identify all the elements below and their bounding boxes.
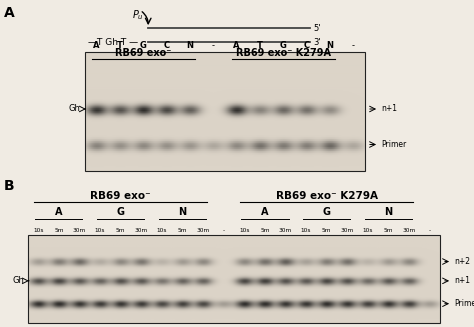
Text: RB69 exo⁻ K279A: RB69 exo⁻ K279A — [236, 48, 331, 58]
Text: RB69 exo⁻: RB69 exo⁻ — [115, 48, 172, 58]
Text: G: G — [280, 41, 287, 50]
Text: n+1: n+1 — [454, 276, 470, 285]
Text: G: G — [323, 207, 331, 217]
Text: A: A — [93, 41, 100, 50]
Text: A: A — [55, 207, 63, 217]
Text: 10s: 10s — [156, 228, 167, 233]
Text: Gh: Gh — [12, 276, 24, 285]
Text: -: - — [212, 41, 215, 50]
Text: T: T — [257, 41, 263, 50]
Text: 30m: 30m — [197, 228, 210, 233]
Text: A: A — [233, 41, 240, 50]
Text: 5m: 5m — [384, 228, 393, 233]
Text: 30m: 30m — [279, 228, 292, 233]
Text: N: N — [327, 41, 334, 50]
Text: 10s: 10s — [33, 228, 44, 233]
Text: T: T — [117, 41, 123, 50]
Text: 30m: 30m — [73, 228, 86, 233]
Text: C: C — [304, 41, 310, 50]
Text: -: - — [428, 228, 431, 233]
Text: -: - — [352, 41, 355, 50]
Text: N: N — [186, 41, 193, 50]
Text: 5m: 5m — [178, 228, 187, 233]
Text: 5m: 5m — [322, 228, 331, 233]
Text: n+1: n+1 — [381, 105, 397, 113]
Text: Primer: Primer — [381, 140, 406, 149]
Text: 3': 3' — [313, 38, 320, 47]
Text: 30m: 30m — [341, 228, 354, 233]
Text: A: A — [261, 207, 269, 217]
Text: N: N — [384, 207, 392, 217]
Text: B: B — [4, 179, 15, 193]
Text: G: G — [140, 41, 147, 50]
Text: A: A — [4, 6, 15, 20]
Text: RB69 exo⁻: RB69 exo⁻ — [91, 191, 151, 201]
Text: 10s: 10s — [239, 228, 249, 233]
Text: 30m: 30m — [402, 228, 416, 233]
Text: G: G — [117, 207, 125, 217]
Text: -: - — [223, 228, 225, 233]
Text: 5m: 5m — [116, 228, 126, 233]
Text: 30m: 30m — [135, 228, 148, 233]
Text: 10s: 10s — [95, 228, 105, 233]
Text: 5m: 5m — [260, 228, 270, 233]
Text: Primer: Primer — [454, 299, 474, 308]
Text: $P_u$: $P_u$ — [132, 8, 144, 22]
Text: RB69 exo⁻ K279A: RB69 exo⁻ K279A — [276, 191, 378, 201]
Bar — [85, 52, 365, 171]
Text: 5': 5' — [313, 24, 320, 33]
Text: 10s: 10s — [363, 228, 373, 233]
Text: n+2: n+2 — [454, 257, 470, 266]
Text: C: C — [164, 41, 170, 50]
Text: 10s: 10s — [301, 228, 311, 233]
Text: —T Gh T —: —T Gh T — — [88, 38, 138, 47]
Text: Gh: Gh — [68, 105, 80, 113]
Bar — [28, 235, 440, 323]
Text: 5m: 5m — [54, 228, 64, 233]
Text: N: N — [178, 207, 187, 217]
